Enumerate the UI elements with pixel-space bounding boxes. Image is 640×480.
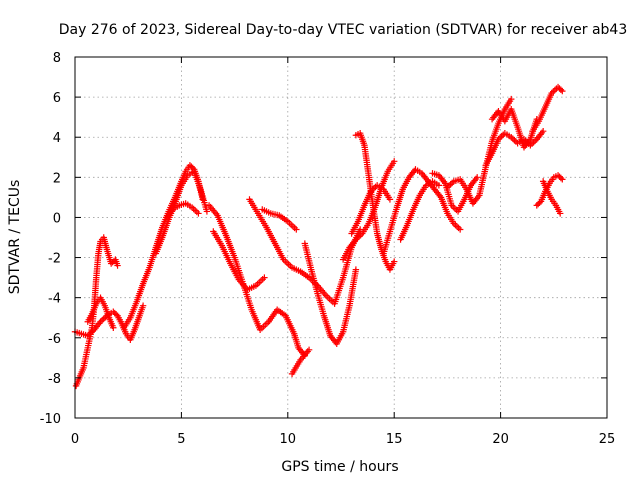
data-point (195, 210, 202, 217)
series-track-j (259, 206, 300, 233)
y-tick-label: -6 (48, 332, 61, 347)
series-track-u (488, 105, 540, 151)
plot-frame (74, 56, 608, 419)
data-point (559, 87, 566, 95)
series-track-v (529, 83, 566, 135)
data-point (386, 196, 394, 203)
y-axis-ticks: -10 -8 -6 -4 -2 0 2 4 6 8 (40, 51, 607, 427)
data-point (305, 346, 313, 354)
data-point (114, 262, 121, 269)
data-point (203, 208, 211, 215)
y-axis-label: SDTVAR / TECUs (7, 180, 23, 295)
x-tick-label: 25 (599, 432, 616, 447)
series-track-x (539, 178, 564, 217)
data-point (192, 207, 199, 214)
y-tick-label: -8 (48, 372, 61, 387)
x-axis-ticks: 0 5 10 15 20 25 (71, 57, 615, 447)
data-point (190, 205, 197, 213)
x-tick-label: 20 (492, 432, 509, 447)
data-point (473, 174, 481, 181)
series-track-r (429, 170, 481, 215)
chart-title: Day 276 of 2023, Sidereal Day-to-day VTE… (59, 22, 628, 38)
y-tick-label: -2 (48, 252, 61, 267)
series-track-p (380, 166, 464, 257)
x-tick-label: 15 (386, 432, 403, 447)
data-point (189, 164, 196, 172)
data-point (508, 95, 515, 103)
data-point (556, 210, 564, 217)
y-tick-label: 4 (53, 131, 61, 146)
series-track-s (444, 95, 515, 207)
data-point (557, 86, 565, 93)
data-point (559, 176, 566, 183)
series-track-l (288, 346, 313, 378)
data-point (453, 223, 461, 230)
data-point (536, 199, 543, 206)
y-tick-label: 0 (53, 211, 61, 226)
data-point (509, 135, 517, 142)
series-track-k (301, 240, 360, 347)
y-tick-label: 2 (53, 171, 61, 186)
data-point (391, 158, 398, 165)
series-track-c (84, 294, 117, 331)
data-point (261, 274, 268, 281)
data-point (139, 302, 147, 309)
data-point (455, 224, 462, 232)
data-point (452, 221, 459, 229)
data-point (435, 182, 443, 189)
series-track-i (246, 196, 364, 307)
data-marks (71, 83, 566, 390)
data-point (539, 128, 547, 135)
series-track-w (533, 172, 566, 209)
x-tick-label: 5 (177, 432, 185, 447)
y-tick-label: -10 (40, 412, 61, 427)
data-point (193, 208, 201, 216)
data-point (293, 226, 300, 233)
series-track-d (120, 162, 206, 331)
data-point (456, 226, 464, 233)
data-point (112, 311, 120, 318)
series-track-h (210, 228, 268, 293)
x-tick-label: 10 (280, 432, 297, 447)
data-point (391, 258, 398, 265)
y-tick-label: 8 (53, 51, 61, 66)
data-point (110, 324, 117, 331)
data-point (352, 266, 360, 273)
data-point (451, 205, 459, 212)
x-axis-label: GPS time / hours (281, 459, 398, 475)
y-tick-label: 6 (53, 91, 61, 106)
series-track-o (348, 182, 394, 237)
series-track-f (163, 200, 202, 221)
data-point (531, 137, 539, 144)
x-tick-label: 0 (71, 432, 79, 447)
data-point (557, 174, 565, 182)
y-tick-label: -4 (48, 292, 61, 307)
data-point (447, 181, 454, 188)
data-point (100, 315, 107, 322)
series-track-n (352, 130, 398, 273)
series-track-q (397, 178, 443, 243)
grid-lines (75, 57, 607, 418)
data-point (98, 317, 106, 324)
